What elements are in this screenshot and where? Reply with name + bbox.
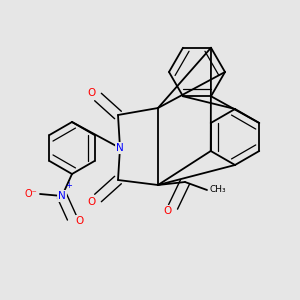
Text: N: N (116, 143, 124, 153)
Text: O: O (76, 216, 84, 226)
Text: O: O (163, 206, 171, 216)
Text: +: + (66, 182, 72, 190)
Text: O⁻: O⁻ (25, 189, 38, 199)
Text: O: O (88, 197, 96, 207)
Text: CH₃: CH₃ (210, 185, 226, 194)
Text: N: N (58, 191, 66, 201)
Text: O: O (88, 88, 96, 98)
